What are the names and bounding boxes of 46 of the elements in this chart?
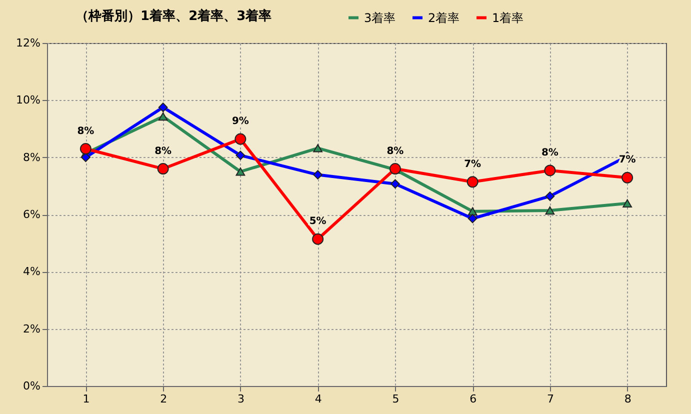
point [545,192,555,201]
data-label: 8% [386,146,404,157]
y-tick-label: 12% [16,36,40,50]
x-tick-label: 2 [160,392,168,406]
point [236,150,246,160]
x-tick-label: 7 [546,392,554,406]
point [236,168,246,176]
x-tick-label: 6 [470,392,477,406]
legend-label: 3着率 [364,10,396,25]
point [544,164,556,176]
point [158,112,168,121]
point [622,172,634,184]
point [234,133,246,145]
y-tick-label: 10% [16,94,40,107]
point [80,143,92,154]
legend-label: 1着率 [492,10,524,25]
point [466,176,478,188]
data-label: 5% [309,216,326,228]
x-tick-label: 1 [82,392,90,406]
x-tick-label: 3 [237,392,244,406]
point [468,207,478,216]
x-tick-label: 8 [624,392,632,406]
data-label: 9% [232,116,249,128]
y-tick-label: 2% [23,322,40,336]
point [468,214,478,224]
point [390,179,400,189]
y-tick-label: 6% [23,208,40,221]
legend-label: 2着率 [428,10,460,25]
data-label: 7% [464,158,482,170]
y-tick-label: 8% [23,150,40,164]
y-tick-label: 0% [23,380,40,392]
point [313,144,322,152]
point [545,206,555,215]
x-tick-label: 4 [314,392,322,406]
point [312,233,324,245]
chart-title: （枠番別）1着率、2着率、3着率 [76,8,272,24]
data-label: 8% [541,147,558,158]
point [81,152,90,162]
point [313,170,322,180]
point [622,199,632,208]
y-tick-label: 4% [23,265,40,278]
x-tick-label: 5 [392,392,400,406]
point [158,102,168,112]
data-label: 8% [77,126,94,137]
point [157,163,169,174]
data-label: 8% [154,146,172,157]
